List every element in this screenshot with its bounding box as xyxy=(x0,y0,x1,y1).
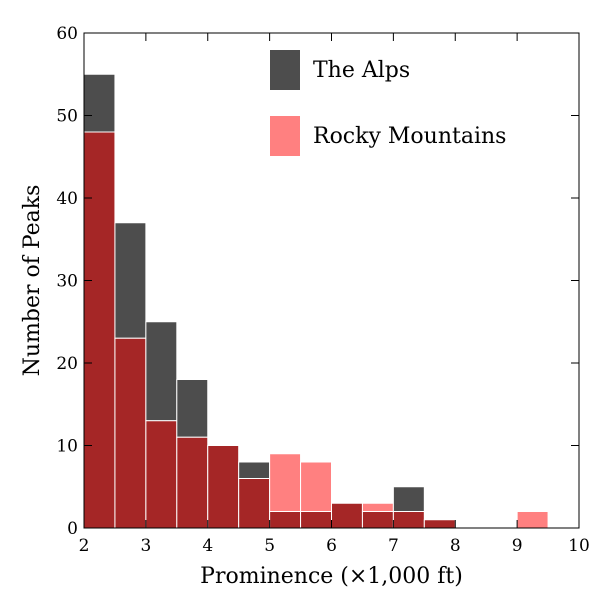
x-tick-label: 10 xyxy=(568,536,590,556)
overlap-bar xyxy=(176,436,209,529)
ticks-group: 2 3 4 5 6 7 8 9 10 0 10 20 30 40 50 60 xyxy=(56,24,589,556)
y-tick-label: 0 xyxy=(67,519,78,539)
alps-bar xyxy=(392,486,425,512)
overlap-bar xyxy=(361,511,394,529)
overlap-bar xyxy=(392,511,425,529)
y-tick-label: 60 xyxy=(56,24,78,44)
rocky-bar xyxy=(361,502,394,512)
legend-alps: The Alps xyxy=(270,50,410,90)
bars-group xyxy=(83,73,549,529)
legend: The Alps Rocky Mountains xyxy=(270,50,506,156)
y-tick-label: 10 xyxy=(56,437,78,457)
x-tick-label: 6 xyxy=(326,536,337,556)
x-tick-label: 8 xyxy=(450,536,461,556)
x-tick-label: 7 xyxy=(388,536,399,556)
x-axis-label: Prominence (×1,000 ft) xyxy=(200,564,463,589)
y-tick-label: 40 xyxy=(56,189,78,209)
overlap-bar xyxy=(269,511,302,529)
y-tick-label: 50 xyxy=(56,107,78,127)
legend-rocky: Rocky Mountains xyxy=(270,116,506,156)
overlap-bar xyxy=(423,519,456,529)
y-tick-label: 30 xyxy=(56,272,78,292)
rocky-bar xyxy=(516,511,549,529)
overlap-bar xyxy=(114,337,147,529)
overlap-bar xyxy=(207,445,240,529)
overlap-bar xyxy=(238,478,271,529)
legend-alps-label: The Alps xyxy=(313,58,410,83)
overlap-bar xyxy=(300,511,332,529)
alps-bar xyxy=(114,222,147,339)
rocky-bar xyxy=(300,461,332,512)
x-tick-label: 3 xyxy=(140,536,151,556)
legend-alps-swatch xyxy=(270,50,300,90)
plot-frame xyxy=(83,32,580,529)
y-tick-label: 20 xyxy=(56,354,78,374)
alps-bar xyxy=(176,379,209,438)
overlap-bar xyxy=(145,420,178,529)
x-tick-label: 4 xyxy=(202,536,213,556)
alps-bar xyxy=(238,461,271,479)
x-tick-label: 9 xyxy=(512,536,523,556)
legend-rocky-label: Rocky Mountains xyxy=(313,124,506,149)
alps-bar xyxy=(145,321,178,422)
rocky-bar xyxy=(269,453,302,512)
alps-bar xyxy=(83,73,116,133)
legend-rocky-swatch xyxy=(270,116,300,156)
overlap-bar xyxy=(331,502,363,529)
y-axis-label: Number of Peaks xyxy=(20,185,45,377)
x-tick-label: 5 xyxy=(264,536,275,556)
x-tick-label: 2 xyxy=(79,536,90,556)
overlap-bar xyxy=(83,131,116,529)
